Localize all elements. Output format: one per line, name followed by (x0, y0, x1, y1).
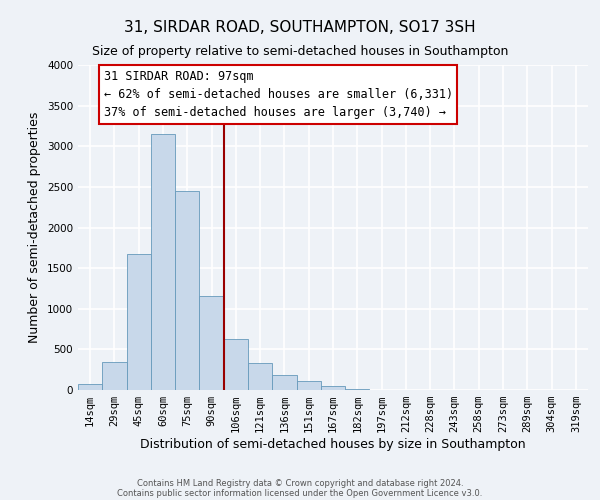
Text: Size of property relative to semi-detached houses in Southampton: Size of property relative to semi-detach… (92, 45, 508, 58)
Text: Contains HM Land Registry data © Crown copyright and database right 2024.: Contains HM Land Registry data © Crown c… (137, 478, 463, 488)
Text: 31, SIRDAR ROAD, SOUTHAMPTON, SO17 3SH: 31, SIRDAR ROAD, SOUTHAMPTON, SO17 3SH (124, 20, 476, 35)
Bar (321, 386, 345, 390)
Text: Contains public sector information licensed under the Open Government Licence v3: Contains public sector information licen… (118, 488, 482, 498)
Bar (151, 134, 175, 390)
Bar (272, 375, 296, 390)
Bar (224, 339, 248, 390)
Bar (127, 254, 151, 390)
Text: 31 SIRDAR ROAD: 97sqm
← 62% of semi-detached houses are smaller (6,331)
37% of s: 31 SIRDAR ROAD: 97sqm ← 62% of semi-deta… (104, 70, 452, 119)
X-axis label: Distribution of semi-detached houses by size in Southampton: Distribution of semi-detached houses by … (140, 438, 526, 451)
Bar (78, 384, 102, 390)
Bar (102, 362, 127, 390)
Bar (296, 381, 321, 390)
Bar (248, 363, 272, 390)
Y-axis label: Number of semi-detached properties: Number of semi-detached properties (28, 112, 41, 343)
Bar (345, 389, 370, 390)
Bar (199, 296, 224, 390)
Bar (175, 191, 199, 390)
